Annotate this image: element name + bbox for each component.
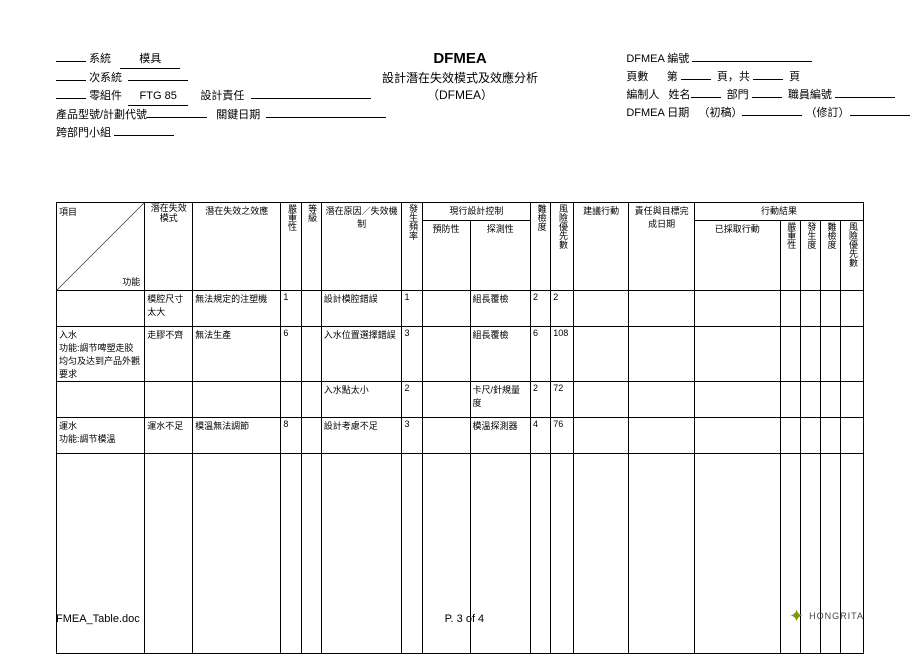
col-sev2: 嚴重性 xyxy=(785,222,795,249)
table-row: 入水功能:調节啤塑走胶均匀及达到产品外觀要求走膠不齊無法生產6入水位置選擇錯誤3… xyxy=(57,327,864,382)
col-det: 探測性 xyxy=(470,221,531,291)
lbl-sys: 系統 xyxy=(89,53,111,65)
lbl-page: 頁數 xyxy=(626,71,648,83)
col-item: 項目 xyxy=(59,205,77,218)
col-cls: 等級 xyxy=(306,204,316,222)
col-cause: 潛在原因／失效機制 xyxy=(326,206,398,229)
col-taken: 已採取行動 xyxy=(694,221,780,291)
footer-logo: ✦ HONGRITA xyxy=(789,607,864,625)
col-mode: 潛在失效模式 xyxy=(147,204,190,224)
lbl-team: 跨部門小組 xyxy=(56,127,111,139)
col-func: 功能 xyxy=(122,275,140,288)
table-row: 模腔尺寸太大無法規定的注塑機1設計模腔錯誤1組長覆檢22 xyxy=(57,291,864,327)
col-occ2: 發生度 xyxy=(805,222,815,249)
col-resp: 責任與目標完成日期 xyxy=(629,203,695,291)
col-det2: 難檢度 xyxy=(826,222,836,249)
lbl-prep: 編制人 xyxy=(626,89,659,101)
lbl-subsys: 次系統 xyxy=(89,72,122,84)
table-row: 入水點太小2卡尺/針規量度272 xyxy=(57,382,864,418)
col-occ: 發生頻率 xyxy=(407,204,417,240)
col-prev: 預防性 xyxy=(422,221,470,291)
col-detn: 難檢度 xyxy=(536,204,546,231)
logo-icon: ✦ xyxy=(789,607,805,625)
lbl-dfmeadate: DFMEA 日期 xyxy=(626,107,689,119)
col-rpn: 風險優先數 xyxy=(557,204,567,249)
lbl-model: 產品型號/計劃代號 xyxy=(56,109,147,121)
lbl-keydate: 關鍵日期 xyxy=(216,109,260,121)
val-sys: 模具 xyxy=(120,50,180,69)
lbl-part: 零組件 xyxy=(89,90,122,102)
header-block: 系統 模具 次系統 零組件 FTG 85 設計責任 產品型號/計劃代號 關鍵日期 xyxy=(56,50,864,142)
footer-page: P. 3 of 4 xyxy=(445,613,485,625)
footer-file: FMEA_Table.doc xyxy=(56,613,140,625)
col-rpn2: 風險優先數 xyxy=(847,222,857,267)
page-footer: FMEA_Table.doc P. 3 of 4 ✦ HONGRITA xyxy=(56,607,864,625)
fmea-table: 項目 功能 潛在失效模式 潛在失效之效應 嚴重性 等級 潛在原因／失效機制 發生… xyxy=(56,202,864,654)
col-ctrl: 現行設計控制 xyxy=(422,203,530,221)
col-results: 行動結果 xyxy=(694,203,863,221)
footer-brand: HONGRITA xyxy=(809,611,864,621)
col-effect: 潛在失效之效應 xyxy=(205,206,268,216)
val-part: FTG 85 xyxy=(128,87,188,106)
col-rec: 建議行動 xyxy=(573,203,628,291)
lbl-designresp: 設計責任 xyxy=(200,90,244,102)
table-row: 運水功能:調节模溫運水不足模溫無法調節8設計考慮不足3模溫探測器476 xyxy=(57,418,864,454)
col-sev: 嚴重性 xyxy=(286,204,296,231)
lbl-dfmeano: DFMEA 編號 xyxy=(626,53,689,65)
